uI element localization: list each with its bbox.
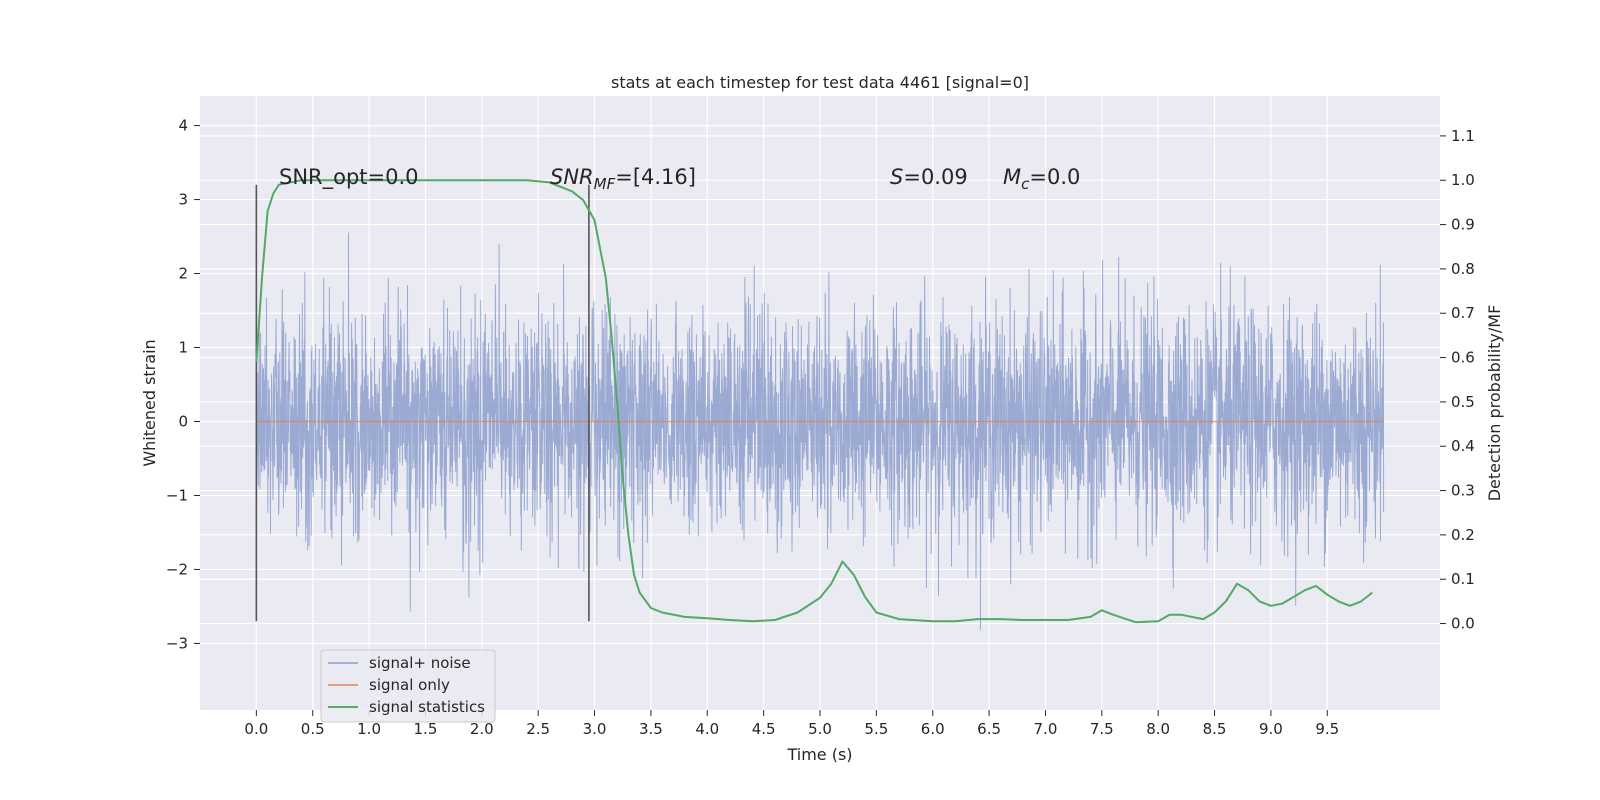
y2-tick-label-3: 0.8 <box>1451 260 1475 278</box>
y-tick-label-6: −2 <box>166 560 188 578</box>
annotation-snr-mf-sub: MF <box>594 175 616 193</box>
y-axis-label: Whitened strain <box>140 339 159 466</box>
x-tick-label-14: 7.0 <box>1034 720 1058 738</box>
x-tick-label-2: 1.0 <box>357 720 381 738</box>
legend-label-signal-only: signal only <box>369 676 450 694</box>
vertical-markers <box>255 184 590 622</box>
annotation-s-base: S <box>890 165 903 189</box>
x-axis-label: Time (s) <box>786 745 852 764</box>
annotation-snr-mf-base: SNR <box>550 165 594 189</box>
annotation-snr-mf: SNRMF=[4.16] <box>550 165 696 193</box>
series-signal-statistics <box>255 179 1374 624</box>
annotation-s-value: =0.09 <box>903 165 967 189</box>
x-tick-label-10: 5.0 <box>808 720 832 738</box>
y2-tick-label-0: 1.1 <box>1451 127 1475 145</box>
y-tick-label-4: 0 <box>178 412 188 430</box>
y2-axis-ticks: 1.1 1.0 0.9 0.8 0.7 0.6 0.5 0.4 0.3 0.2 0.1 0.0 <box>1440 127 1475 633</box>
legend-box <box>320 649 496 723</box>
annotation-s: S=0.09 <box>890 165 968 189</box>
y2-tick-label-8: 0.3 <box>1451 482 1475 500</box>
annotation-mc-sub: c <box>1021 175 1030 193</box>
legend: signal+ noise signal only signal statist… <box>320 649 496 723</box>
y-tick-label-2: 2 <box>178 265 188 283</box>
annotation-snr-opt: SNR_opt=0.0 <box>279 165 419 190</box>
x-tick-label-12: 6.0 <box>921 720 945 738</box>
series-signal-noise <box>255 232 1385 631</box>
x-tick-label-11: 5.5 <box>864 720 888 738</box>
x-tick-label-17: 8.5 <box>1203 720 1227 738</box>
y2-axis-label: Detection probability/MF <box>1485 305 1504 502</box>
x-tick-label-3: 1.5 <box>414 720 438 738</box>
y-tick-label-5: −1 <box>166 486 188 504</box>
y-tick-label-0: 4 <box>178 117 188 135</box>
legend-label-signal-noise: signal+ noise <box>369 654 471 672</box>
x-tick-label-13: 6.5 <box>977 720 1001 738</box>
x-tick-label-1: 0.5 <box>301 720 325 738</box>
y2-tick-label-6: 0.5 <box>1451 393 1475 411</box>
x-tick-label-19: 9.5 <box>1315 720 1339 738</box>
y-tick-label-1: 3 <box>178 191 188 209</box>
statistics-curve <box>255 179 1374 624</box>
y2-tick-label-5: 0.6 <box>1451 349 1475 367</box>
x-tick-label-5: 2.5 <box>526 720 550 738</box>
x-axis-ticks: 0.0 0.5 1.0 1.5 2.0 2.5 3.0 3.5 4.0 4.5 5.0 5.5 6.0 6… <box>244 710 1339 738</box>
chart-title: stats at each timestep for test data 446… <box>611 73 1029 92</box>
x-tick-label-18: 9.0 <box>1259 720 1283 738</box>
noise-trace <box>255 232 1385 631</box>
annotation-snr-mf-value: =[4.16] <box>615 165 696 189</box>
x-tick-label-16: 8.0 <box>1146 720 1170 738</box>
annotation-mc-value: =0.0 <box>1029 165 1080 189</box>
y-tick-label-3: 1 <box>178 339 188 357</box>
x-tick-label-0: 0.0 <box>244 720 268 738</box>
y2-tick-label-9: 0.2 <box>1451 526 1475 544</box>
x-tick-label-15: 7.5 <box>1090 720 1114 738</box>
y2-tick-label-1: 1.0 <box>1451 171 1475 189</box>
x-tick-label-7: 3.5 <box>639 720 663 738</box>
legend-label-signal-statistics: signal statistics <box>369 698 485 716</box>
y2-tick-label-7: 0.4 <box>1451 437 1475 455</box>
y-tick-label-7: −3 <box>166 634 188 652</box>
y2-tick-label-11: 0.0 <box>1451 615 1475 633</box>
annotation-mc: Mc=0.0 <box>1003 165 1080 193</box>
y2-tick-label-2: 0.9 <box>1451 216 1475 234</box>
y-axis-ticks: 4 3 2 1 0 −1 −2 −3 <box>166 117 200 652</box>
y2-tick-label-10: 0.1 <box>1451 570 1475 588</box>
x-tick-label-4: 2.0 <box>470 720 494 738</box>
annotation-mc-base: M <box>1003 165 1021 189</box>
x-tick-label-9: 4.5 <box>752 720 776 738</box>
x-tick-label-8: 4.0 <box>695 720 719 738</box>
y2-tick-label-4: 0.7 <box>1451 304 1475 322</box>
x-tick-label-6: 3.0 <box>583 720 607 738</box>
